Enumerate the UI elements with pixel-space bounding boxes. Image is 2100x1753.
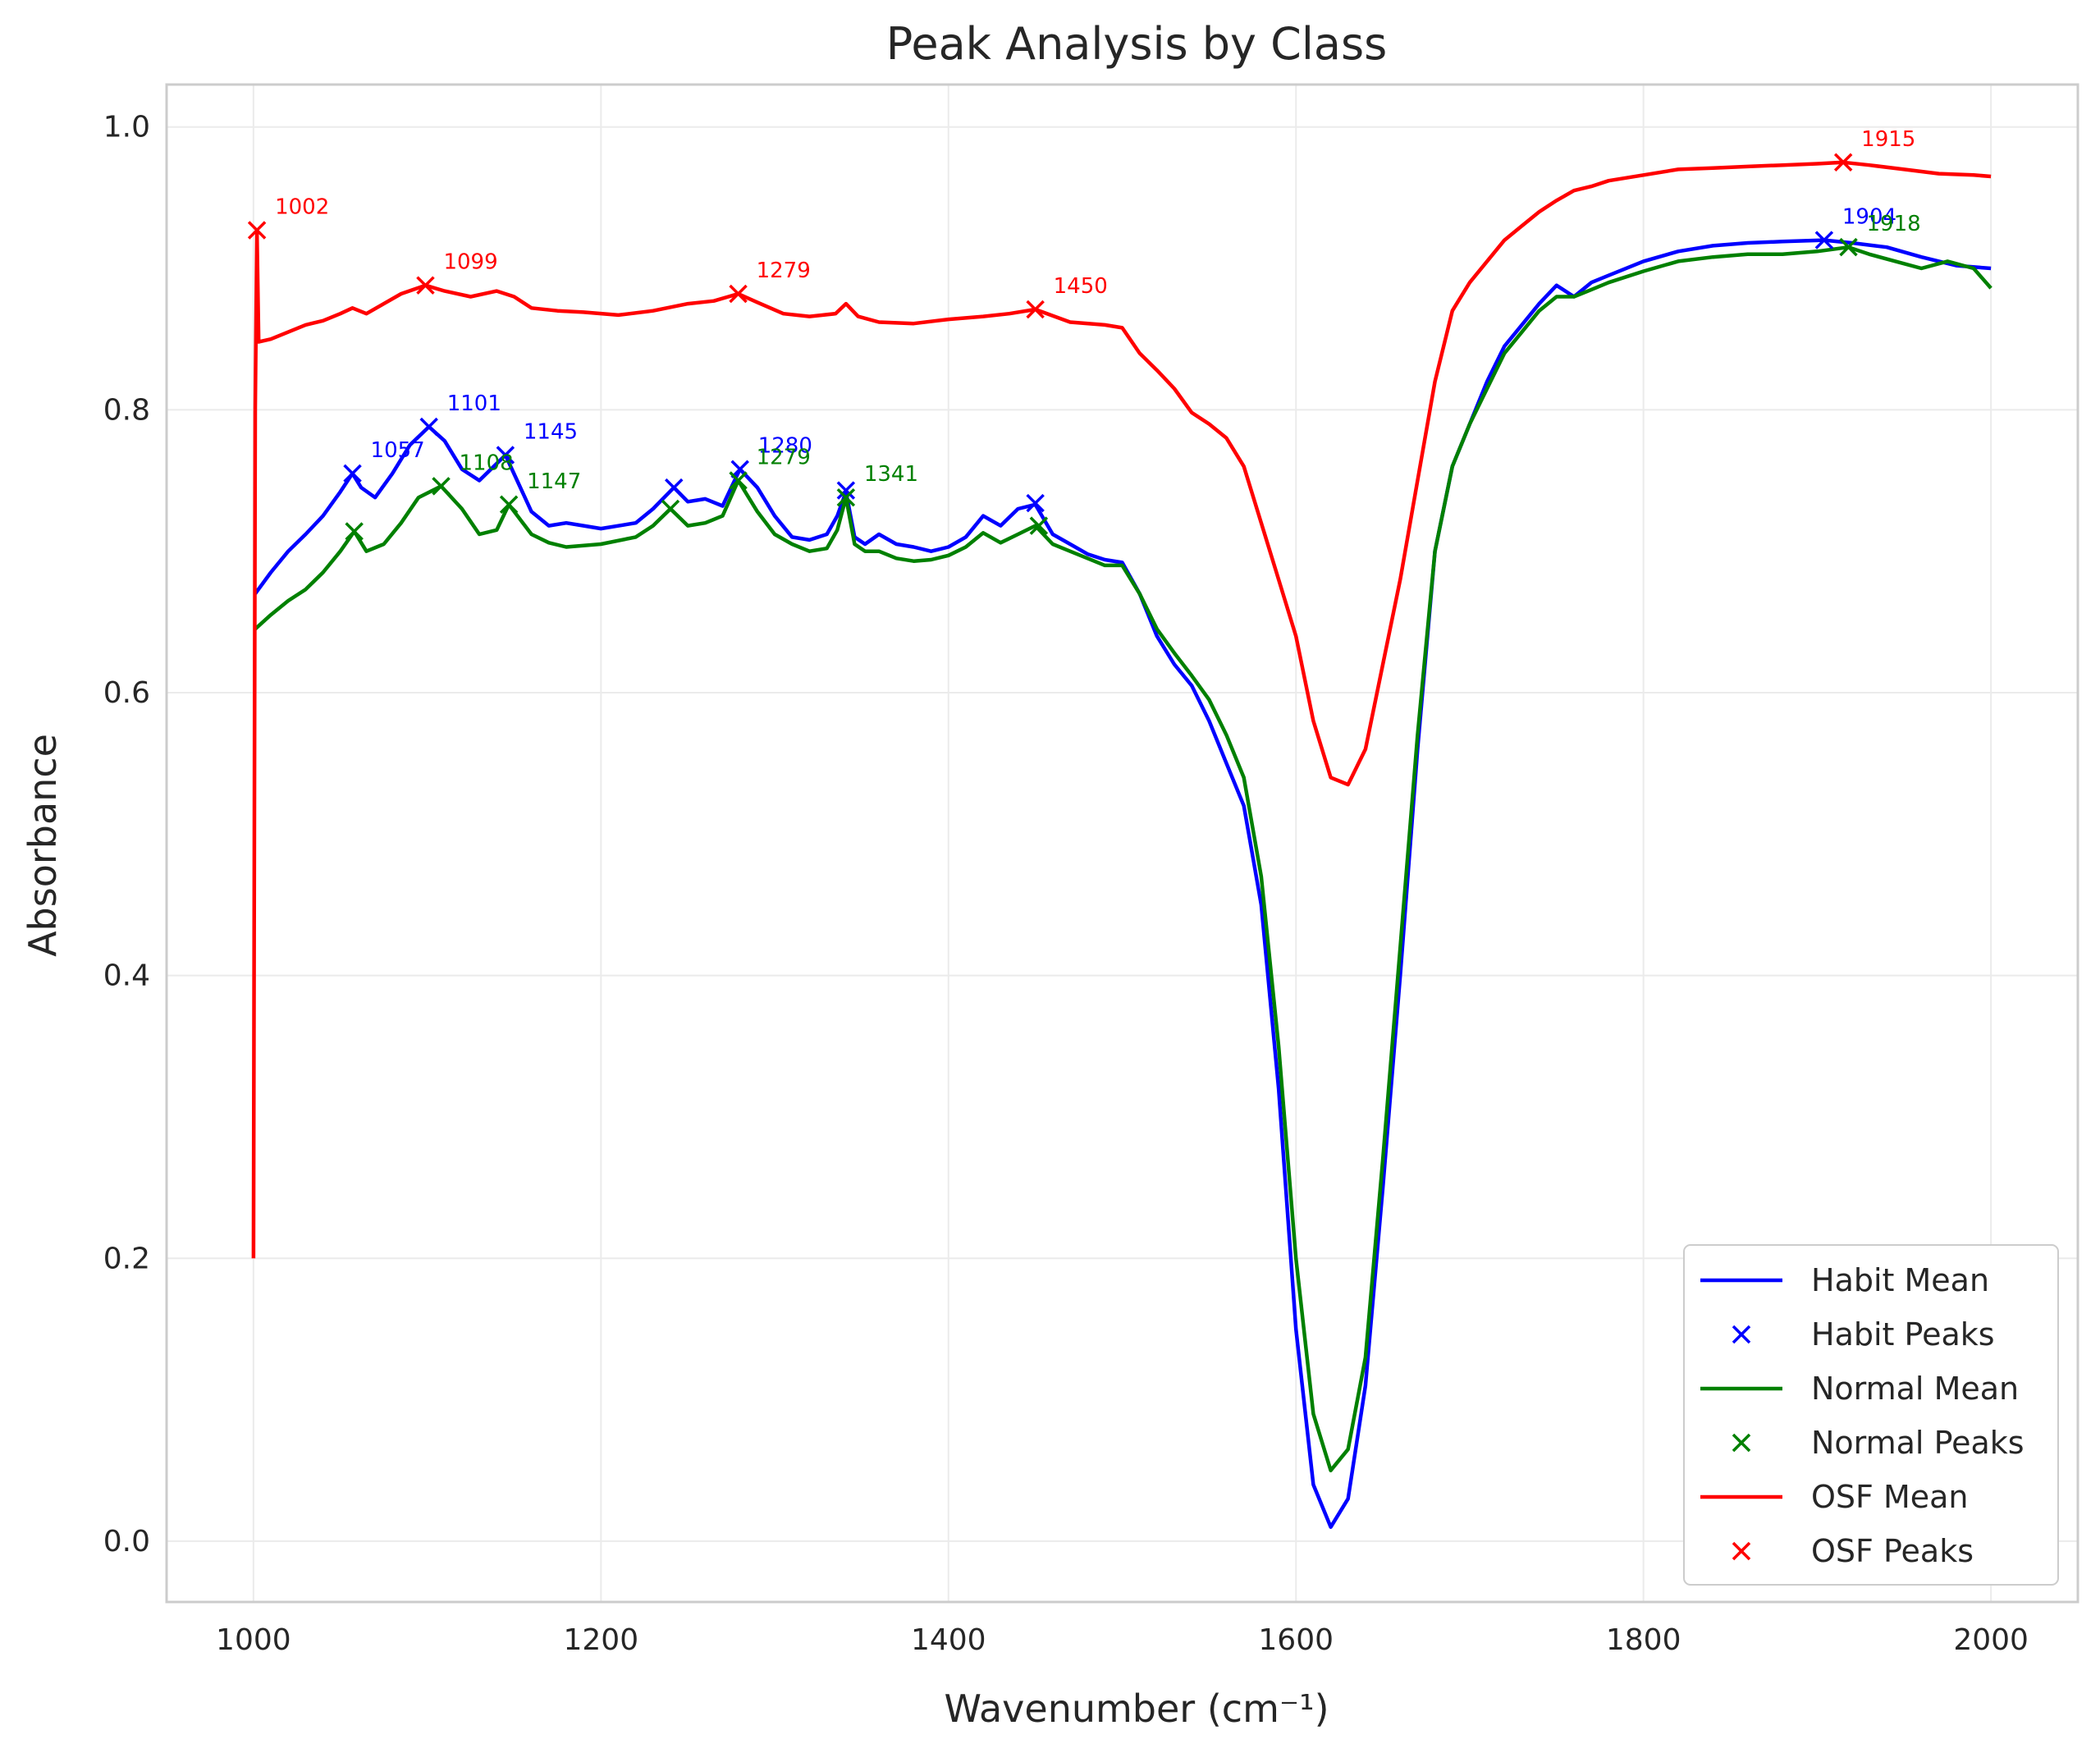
peak-label-osf: 1915 xyxy=(1861,127,1915,152)
x-tick-label: 1600 xyxy=(1258,1623,1334,1657)
series-line-osf-mean xyxy=(251,160,1992,1259)
peak-label-normal: 1147 xyxy=(527,469,581,494)
peak-marker-habit xyxy=(1026,493,1045,513)
peak-label-normal: 1279 xyxy=(757,445,811,469)
peak-label-normal: 1108 xyxy=(460,451,514,475)
legend-marker-swatch xyxy=(1732,1541,1751,1561)
peak-marker-normal xyxy=(1029,516,1049,535)
peak-marker-habit xyxy=(665,478,684,497)
legend-item: Habit Mean xyxy=(1700,1262,1989,1298)
x-tick-label: 1200 xyxy=(564,1623,639,1657)
legend-item: Habit Peaks xyxy=(1732,1316,1995,1353)
peak-marker-habit xyxy=(836,481,856,500)
peak-marker-osf xyxy=(247,221,267,240)
peak-marker-habit xyxy=(496,446,515,465)
peaks-layer: 1057 1101 1145 1280 1904 1108 1147 1279 1341 1918… xyxy=(247,127,1921,541)
peak-label-osf: 1002 xyxy=(275,195,329,219)
peak-marker-normal xyxy=(1839,237,1858,257)
x-tick-label: 1400 xyxy=(911,1623,986,1657)
ticks-layer: 1000 1200 1400 1600 1800 2000 0.0 0.2 0.4 0.6 0.8 1… xyxy=(103,111,2029,1657)
peak-marker-habit xyxy=(419,417,438,437)
legend-item: OSF Mean xyxy=(1700,1479,1969,1515)
x-axis-title: Wavenumber (cm⁻¹) xyxy=(944,1687,1329,1731)
peak-marker-normal xyxy=(432,477,451,496)
peak-label-normal: 1918 xyxy=(1867,212,1921,236)
grid xyxy=(167,85,2078,1602)
x-tick-label: 1800 xyxy=(1606,1623,1681,1657)
legend-item: Normal Mean xyxy=(1700,1371,2019,1407)
legend-marker-swatch xyxy=(1732,1325,1751,1344)
legend-label: OSF Peaks xyxy=(1811,1533,1974,1569)
legend-item: Normal Peaks xyxy=(1732,1425,2025,1461)
y-tick-label: 0.0 xyxy=(103,1525,150,1558)
peak-label-habit: 1145 xyxy=(524,419,578,444)
peak-marker-normal xyxy=(661,499,680,519)
chart-title: Peak Analysis by Class xyxy=(886,18,1388,70)
y-tick-label: 0.2 xyxy=(103,1242,150,1275)
peak-marker-osf xyxy=(1026,300,1045,319)
y-axis-title: Absorbance xyxy=(21,734,65,957)
peak-marker-habit xyxy=(1814,231,1834,249)
peak-label-habit: 1904 xyxy=(1842,205,1896,230)
peak-label-osf: 1099 xyxy=(443,250,497,275)
x-tick-label: 1000 xyxy=(216,1623,291,1657)
legend-box xyxy=(1683,1244,2059,1586)
peak-label-osf: 1279 xyxy=(757,259,811,283)
peak-marker-normal xyxy=(499,495,519,515)
plot-frame xyxy=(165,83,2079,1604)
legend-marker-swatch xyxy=(1732,1433,1751,1453)
peak-marker-normal xyxy=(729,471,748,490)
legend-item: OSF Peaks xyxy=(1732,1533,1974,1569)
peak-marker-normal xyxy=(345,522,364,541)
y-tick-label: 1.0 xyxy=(103,111,150,144)
peak-marker-osf xyxy=(416,276,435,295)
legend-label: Habit Mean xyxy=(1811,1262,1989,1298)
peak-label-normal: 1341 xyxy=(864,462,918,487)
peak-marker-osf xyxy=(729,284,748,304)
legend-label: Normal Mean xyxy=(1811,1371,2019,1407)
legend-label: Normal Peaks xyxy=(1811,1425,2025,1461)
x-tick-label: 2000 xyxy=(1953,1623,2029,1657)
peak-marker-normal xyxy=(836,487,856,507)
peak-label-osf: 1450 xyxy=(1054,274,1108,299)
peak-label-habit: 1057 xyxy=(371,438,425,463)
legend: Habit Mean Habit Peaks Normal Mean Normal P… xyxy=(1683,1244,2059,1586)
peak-label-habit: 1101 xyxy=(447,391,501,416)
series-line-normal-mean xyxy=(254,245,1992,1472)
legend-label: OSF Mean xyxy=(1811,1479,1969,1515)
peak-marker-osf xyxy=(1833,153,1853,172)
y-tick-label: 0.6 xyxy=(103,676,150,710)
y-tick-label: 0.8 xyxy=(103,393,150,427)
legend-label: Habit Peaks xyxy=(1811,1316,1995,1353)
peak-label-habit: 1280 xyxy=(758,434,812,459)
peak-marker-habit xyxy=(343,464,362,483)
y-tick-label: 0.4 xyxy=(103,959,150,993)
